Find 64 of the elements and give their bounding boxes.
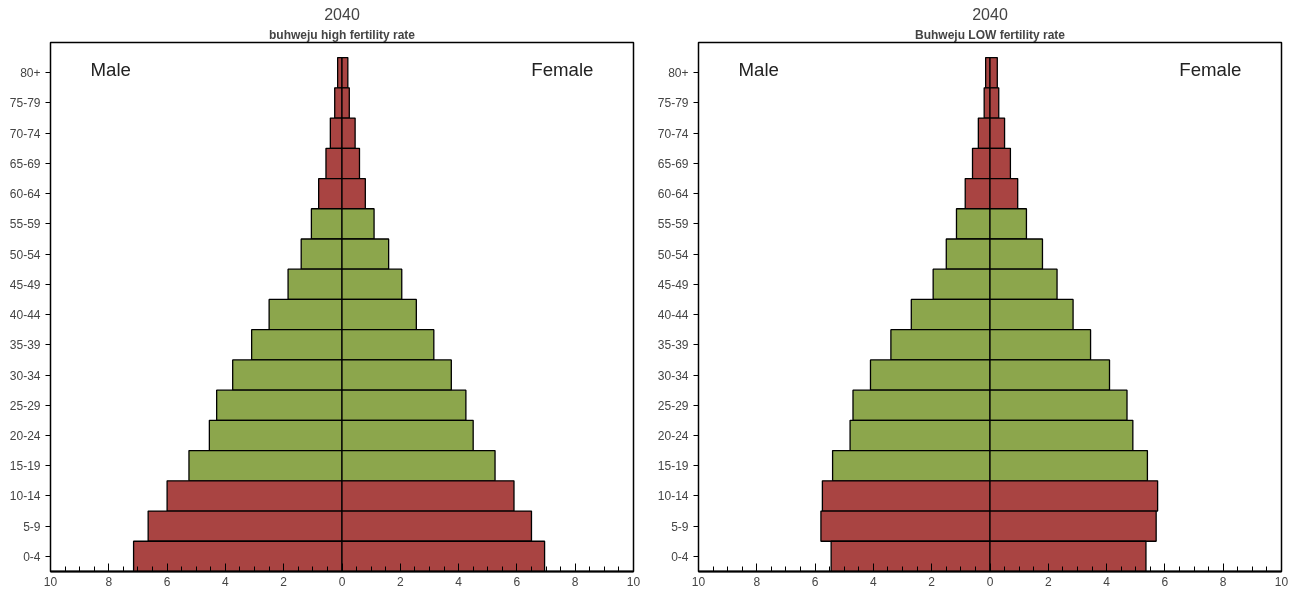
x-tick-label: 10 bbox=[626, 574, 641, 589]
x-tick-label: 10 bbox=[43, 574, 58, 589]
y-tick-label: 15-19 bbox=[9, 459, 41, 474]
x-tick-label: 8 bbox=[1219, 574, 1227, 589]
x-tick-label: 6 bbox=[163, 574, 171, 589]
x-tick-label: 2 bbox=[1044, 574, 1052, 589]
x-tick-label: 8 bbox=[105, 574, 113, 589]
y-tick-label: 40-44 bbox=[657, 308, 689, 323]
y-tick-label: 5-9 bbox=[23, 519, 41, 534]
y-tick-label: 50-54 bbox=[657, 247, 689, 262]
x-tick-label: 2 bbox=[396, 574, 404, 589]
y-tick-label: 5-9 bbox=[671, 519, 689, 534]
y-tick-label: 0-4 bbox=[671, 549, 689, 564]
y-tick-label: 15-19 bbox=[657, 459, 689, 474]
y-tick-label: 0-4 bbox=[23, 549, 41, 564]
x-tick-label: 8 bbox=[753, 574, 761, 589]
y-tick-label: 70-74 bbox=[9, 126, 41, 141]
y-tick-label: 65-69 bbox=[9, 156, 41, 171]
y-tick-label: 35-39 bbox=[9, 338, 41, 353]
chart-subtitle: buhweju high fertility rate bbox=[269, 27, 416, 42]
chart-title: 2040 bbox=[972, 5, 1008, 23]
y-tick-label: 30-34 bbox=[9, 368, 41, 383]
y-tick-label: 25-29 bbox=[657, 398, 689, 413]
annotation: Female bbox=[531, 58, 594, 80]
x-tick-label: 2 bbox=[928, 574, 936, 589]
y-tick-label: 45-49 bbox=[9, 277, 41, 292]
x-tick-label: 6 bbox=[1161, 574, 1169, 589]
annotation: Male bbox=[90, 58, 131, 80]
y-tick-label: 80+ bbox=[20, 66, 41, 81]
x-tick-label: 6 bbox=[811, 574, 819, 589]
x-tick-label: 8 bbox=[571, 574, 579, 589]
x-tick-label: 10 bbox=[1274, 574, 1289, 589]
y-tick-label: 25-29 bbox=[9, 398, 41, 413]
x-tick-label: 4 bbox=[1103, 574, 1111, 589]
chart-title: 2040 bbox=[324, 5, 360, 23]
y-tick-label: 75-79 bbox=[9, 96, 41, 111]
y-tick-label: 60-64 bbox=[657, 187, 689, 202]
y-tick-label: 40-44 bbox=[9, 308, 41, 323]
y-tick-label: 10-14 bbox=[657, 489, 689, 504]
y-tick-label: 10-14 bbox=[9, 489, 41, 504]
y-tick-label: 50-54 bbox=[9, 247, 41, 262]
y-tick-label: 60-64 bbox=[9, 187, 41, 202]
x-tick-label: 10 bbox=[691, 574, 706, 589]
y-tick-label: 20-24 bbox=[657, 428, 689, 443]
x-tick-label: 4 bbox=[455, 574, 463, 589]
x-tick-label: 4 bbox=[222, 574, 230, 589]
x-tick-label: 6 bbox=[513, 574, 521, 589]
x-tick-label: 4 bbox=[870, 574, 878, 589]
y-tick-label: 45-49 bbox=[657, 277, 689, 292]
y-tick-label: 70-74 bbox=[657, 126, 689, 141]
x-tick-label: 2 bbox=[280, 574, 288, 589]
y-tick-label: 55-59 bbox=[657, 217, 689, 232]
y-tick-label: 35-39 bbox=[657, 338, 689, 353]
y-tick-label: 55-59 bbox=[9, 217, 41, 232]
y-tick-label: 80+ bbox=[668, 66, 689, 81]
x-tick-label: 0 bbox=[986, 574, 994, 589]
x-tick-label: 0 bbox=[338, 574, 346, 589]
chart-subtitle: Buhweju LOW fertility rate bbox=[914, 27, 1066, 42]
annotation: Male bbox=[738, 58, 779, 80]
y-tick-label: 30-34 bbox=[657, 368, 689, 383]
y-tick-label: 20-24 bbox=[9, 428, 41, 443]
y-tick-label: 65-69 bbox=[657, 156, 689, 171]
annotation: Female bbox=[1179, 58, 1242, 80]
y-tick-label: 75-79 bbox=[657, 96, 689, 111]
